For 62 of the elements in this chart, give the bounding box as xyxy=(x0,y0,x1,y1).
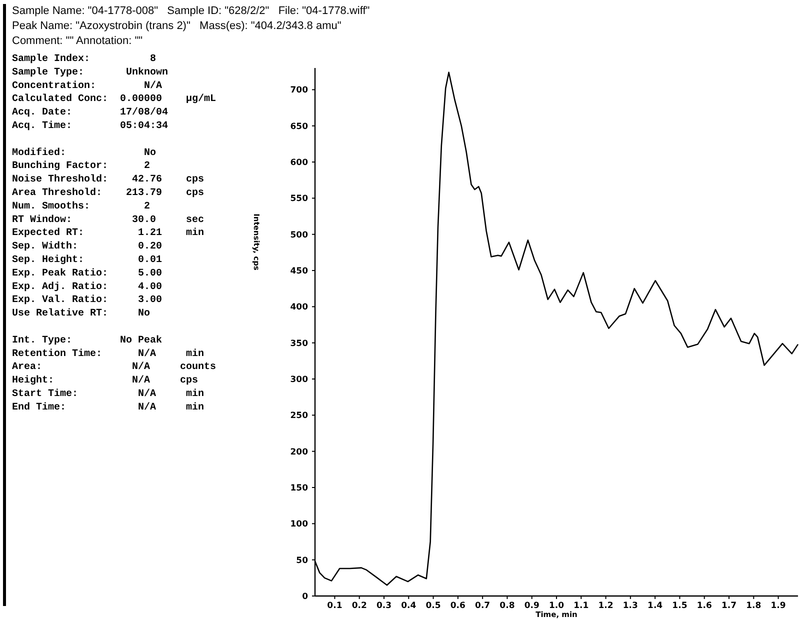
text: Exp. Adj. Ratio: 4.00 xyxy=(12,280,162,293)
y-tick-label: 100 xyxy=(290,520,308,530)
y-tick-label: 200 xyxy=(290,447,308,458)
x-tick-label: 0.5 xyxy=(426,601,441,611)
text: Modified: No xyxy=(12,146,156,159)
x-tick-label: 0.1 xyxy=(327,601,342,611)
text: Bunching Factor: 2 xyxy=(12,160,150,172)
x-tick-label: 1.8 xyxy=(746,601,762,611)
y-tick-label: 50 xyxy=(296,556,308,566)
text: End Time: N/A min xyxy=(12,401,204,414)
text: Start Time: N/A min xyxy=(12,388,204,400)
x-tick-label: 0.8 xyxy=(500,601,515,611)
x-tick-label: 1.5 xyxy=(672,601,688,611)
text: Sample Index: 8 xyxy=(12,53,156,65)
text: Comment: "" Annotation: "" xyxy=(12,35,143,47)
x-tick-label: 1.0 xyxy=(548,601,564,611)
y-tick-label: 350 xyxy=(290,338,308,349)
x-tick-label: 0.2 xyxy=(352,601,367,611)
x-tick-label: 0.6 xyxy=(450,601,466,611)
y-tick-label: 450 xyxy=(290,266,308,276)
text: Sep. Height: 0.01 xyxy=(12,254,162,266)
text: Calculated Conc: 0.00000 µg/mL xyxy=(12,93,216,106)
text: Noise Threshold: 42.76 cps xyxy=(12,174,204,186)
text: Int. Type: No Peak xyxy=(12,334,162,346)
y-tick-label: 250 xyxy=(290,411,308,422)
text: Sample Type: Unknown xyxy=(12,66,168,78)
x-tick-label: 1.9 xyxy=(770,601,786,611)
text: Concentration: N/A xyxy=(12,80,162,92)
text: Expected RT: 1.21 min xyxy=(12,227,204,240)
text: Sample Name: "04-1778-008" Sample ID: "628/2/2" File: "04-1778.wiff" xyxy=(12,5,370,17)
x-tick-label: 1.6 xyxy=(696,601,712,611)
x-tick-label: 1.1 xyxy=(574,601,589,611)
text: Acq. Time: 05:04:34 xyxy=(12,120,168,132)
text: Area: N/A counts xyxy=(12,361,216,374)
y-tick-label: 700 xyxy=(290,86,308,96)
x-tick-label: 0.7 xyxy=(475,601,490,611)
x-tick-label: 1.3 xyxy=(622,601,638,611)
x-tick-label: 0.3 xyxy=(376,601,392,611)
text: Use Relative RT: No xyxy=(12,308,150,320)
y-tick-label: 0 xyxy=(302,592,308,602)
text: Peak Name: "Azoxystrobin (trans 2)" Mass(es): "404.2/343.8 amu" xyxy=(12,20,342,32)
text: Sep. Width: 0.20 xyxy=(12,240,162,253)
x-tick-label: 1.2 xyxy=(598,601,614,611)
x-tick-label: 1.4 xyxy=(648,601,663,611)
y-tick-label: 500 xyxy=(290,230,308,240)
text: Retention Time: N/A min xyxy=(12,348,204,360)
text: Acq. Date: 17/08/04 xyxy=(12,106,168,119)
y-tick-label: 300 xyxy=(290,374,308,385)
y-tick-label: 550 xyxy=(290,194,308,204)
y-tick-label: 400 xyxy=(290,302,308,313)
x-tick-label: 0.4 xyxy=(401,601,416,611)
y-tick-label: 150 xyxy=(290,483,308,494)
x-tick-label: 1.7 xyxy=(721,601,737,611)
text: Height: N/A cps xyxy=(12,374,198,387)
y-tick-label: 600 xyxy=(290,158,308,168)
y-tick-label: 650 xyxy=(290,122,308,132)
text: Exp. Val. Ratio: 3.00 xyxy=(12,294,162,306)
x-tick-label: 0.9 xyxy=(524,601,540,611)
text: Exp. Peak Ratio: 5.00 xyxy=(12,267,162,280)
text: RT Window: 30.0 sec xyxy=(12,214,204,226)
text: Num. Smooths: 2 xyxy=(12,200,150,212)
text: Area Threshold: 213.79 cps xyxy=(12,187,204,199)
